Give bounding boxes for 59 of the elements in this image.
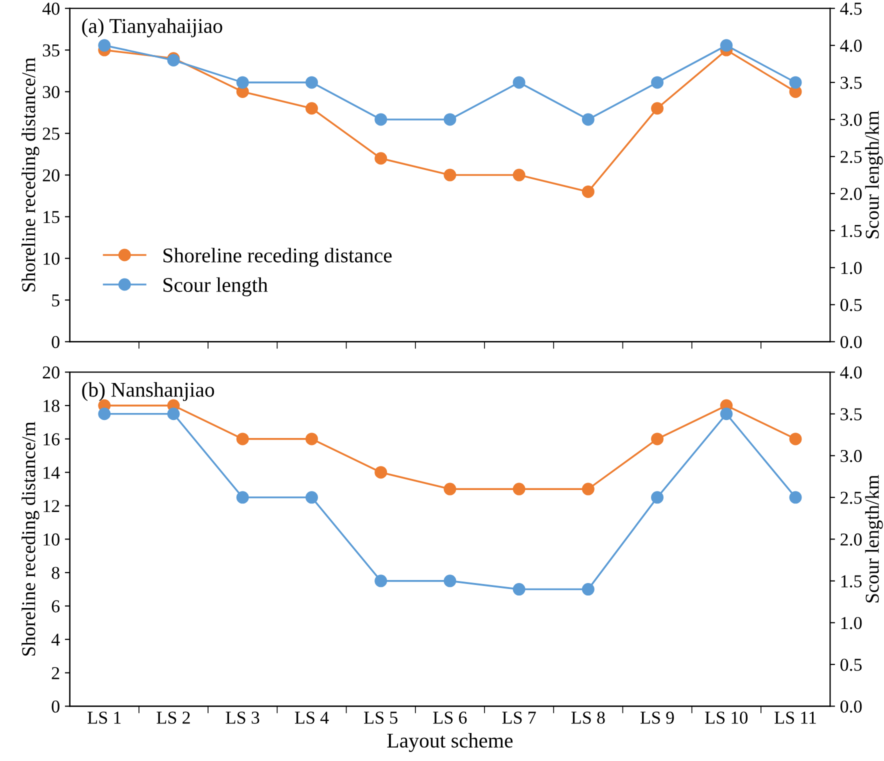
y-tick-label: 5 <box>52 294 60 306</box>
y2-axis-title: Scour length/km <box>865 474 883 602</box>
y-tick-label: 15 <box>44 211 60 224</box>
y2-tick-label: 0.5 <box>840 298 862 312</box>
y2-tick-label: 4.0 <box>840 40 862 52</box>
y-tick-label: 4 <box>51 634 60 646</box>
y2-tick-label: 1.0 <box>841 616 862 630</box>
y-tick-label: 16 <box>44 433 60 446</box>
y-tick-label: 20 <box>42 169 60 182</box>
x-tick-label: LS 3 <box>226 712 260 724</box>
y2-axis-title: Scour length/km <box>865 110 883 238</box>
y-tick-label: 30 <box>42 86 60 98</box>
x-axis-title: Layout scheme <box>387 733 513 752</box>
y2-tick-label: 3.0 <box>840 114 862 126</box>
y2-tick-label: 2.5 <box>840 492 862 504</box>
y-tick-label: 18 <box>44 400 60 412</box>
chart-title: (b) Nanshanjiao <box>82 382 214 402</box>
y-axis-title: Shoreline receding distance/m <box>22 422 40 656</box>
y-tick-label: 35 <box>42 44 60 56</box>
x-tick-label: LS 1 <box>88 712 121 724</box>
y2-tick-label: 2.0 <box>840 533 862 546</box>
y-tick-label: 12 <box>44 500 60 512</box>
y-tick-label: 6 <box>52 600 60 612</box>
x-tick-label: LS 10 <box>705 712 748 724</box>
x-tick-label: LS 7 <box>502 712 536 724</box>
x-tick-label: LS 2 <box>156 712 190 724</box>
y-tick-label: 14 <box>44 466 60 479</box>
y2-tick-label: 2.5 <box>840 150 862 164</box>
y-tick-label: 40 <box>42 2 60 15</box>
legend-label: Scour length <box>164 277 268 296</box>
x-tick-label: LS 6 <box>433 712 467 724</box>
y2-tick-label: 1.5 <box>841 575 862 588</box>
y2-tick-label: 3.0 <box>840 450 862 462</box>
chart-title: (a) Tianyahaijiao <box>82 18 222 38</box>
y2-tick-label: 3.5 <box>840 76 862 89</box>
legend-label: Shoreline receding distance <box>164 248 392 267</box>
y2-tick-label: 4.5 <box>840 2 862 15</box>
y2-tick-label: 0.0 <box>840 336 862 348</box>
y2-tick-label: 0.5 <box>840 658 862 671</box>
y2-tick-label: 3.5 <box>840 408 862 420</box>
x-tick-label: LS 9 <box>640 712 674 724</box>
y-tick-label: 8 <box>52 566 60 580</box>
y-tick-label: 10 <box>44 533 60 546</box>
y-tick-label: 20 <box>42 366 60 379</box>
y-tick-label: 10 <box>44 252 60 265</box>
y2-tick-label: 1.0 <box>841 262 862 274</box>
x-tick-label: LS 5 <box>364 712 398 724</box>
y2-tick-label: 4.0 <box>840 366 862 379</box>
y2-tick-label: 0.0 <box>840 700 862 713</box>
x-tick-label: LS 8 <box>571 712 605 724</box>
y-tick-label: 0 <box>52 336 60 348</box>
y2-tick-label: 1.5 <box>841 224 862 238</box>
y-tick-label: 2 <box>52 667 60 680</box>
y-axis-title: Shoreline receding distance/m <box>22 58 40 292</box>
y-tick-label: 25 <box>42 128 60 140</box>
y2-tick-label: 2.0 <box>840 188 862 200</box>
x-tick-label: LS 4 <box>294 712 329 724</box>
x-tick-label: LS 11 <box>774 712 816 724</box>
y-tick-label: 0 <box>52 700 60 713</box>
